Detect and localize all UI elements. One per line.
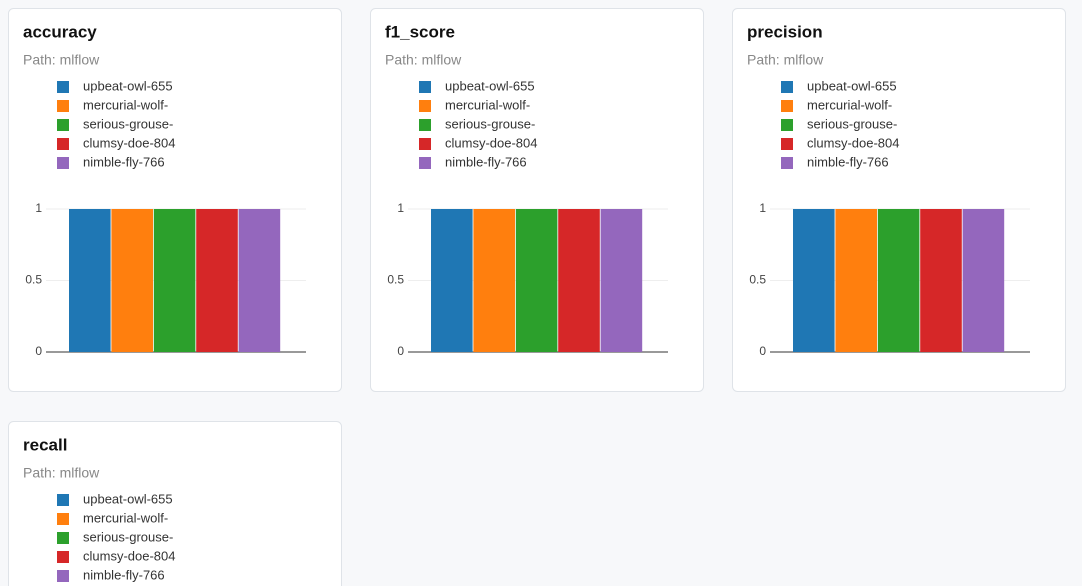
legend-swatch: [781, 157, 793, 169]
bar: [877, 209, 920, 352]
legend-swatch: [419, 157, 431, 169]
legend-swatch: [57, 100, 69, 112]
y-tick-label: 1: [759, 201, 766, 215]
legend-label: mercurial-wolf-: [807, 97, 892, 112]
bar: [111, 209, 153, 352]
chart-title: accuracy: [23, 22, 97, 41]
chart-title: f1_score: [385, 22, 455, 41]
bar: [238, 209, 281, 352]
bar: [196, 209, 238, 352]
legend-swatch: [57, 81, 69, 93]
legend-swatch: [57, 513, 69, 525]
legend-label: serious-grouse-: [83, 116, 173, 131]
card-background: [8, 421, 342, 586]
chart-subtitle: Path: mlflow: [23, 52, 100, 68]
legend-label: serious-grouse-: [807, 116, 897, 131]
chart-card: precision Path: mlflow upbeat-owl-655 mercu…: [732, 8, 1066, 392]
legend-swatch: [781, 81, 793, 93]
legend-label: upbeat-owl-655: [83, 78, 173, 93]
legend-swatch: [57, 570, 69, 582]
legend-label: nimble-fly-766: [445, 154, 527, 169]
bar: [153, 209, 196, 352]
chart-subtitle: Path: mlflow: [747, 52, 824, 68]
bar: [558, 209, 600, 352]
legend-swatch: [419, 100, 431, 112]
y-tick-label: 0: [35, 344, 42, 358]
y-tick-label: 1: [35, 201, 42, 215]
legend-swatch: [57, 157, 69, 169]
legend-swatch: [781, 119, 793, 131]
chart-card: f1_score Path: mlflow upbeat-owl-655 mercur…: [370, 8, 704, 392]
legend-label: mercurial-wolf-: [83, 510, 168, 525]
legend-swatch: [57, 119, 69, 131]
bar: [431, 209, 473, 352]
legend-label: clumsy-doe-804: [83, 548, 176, 563]
legend-swatch: [57, 551, 69, 563]
chart-title: recall: [23, 435, 67, 454]
legend-swatch: [57, 138, 69, 150]
legend-label: upbeat-owl-655: [445, 78, 535, 93]
legend-label: clumsy-doe-804: [445, 135, 538, 150]
y-tick-label: 0.5: [25, 273, 42, 287]
chart-subtitle: Path: mlflow: [385, 52, 462, 68]
bar: [793, 209, 835, 352]
legend-label: upbeat-owl-655: [807, 78, 897, 93]
y-tick-label: 0.5: [387, 273, 404, 287]
y-tick-label: 0: [759, 344, 766, 358]
legend-swatch: [419, 81, 431, 93]
legend-label: upbeat-owl-655: [83, 491, 173, 506]
y-tick-label: 0: [397, 344, 404, 358]
legend-label: clumsy-doe-804: [83, 135, 176, 150]
legend-label: serious-grouse-: [83, 529, 173, 544]
bar: [600, 209, 643, 352]
legend-label: nimble-fly-766: [83, 567, 165, 582]
legend-label: nimble-fly-766: [807, 154, 889, 169]
bar: [920, 209, 962, 352]
y-tick-label: 1: [397, 201, 404, 215]
chart-subtitle: Path: mlflow: [23, 465, 100, 481]
legend-label: nimble-fly-766: [83, 154, 165, 169]
chart-card: accuracy Path: mlflow upbeat-owl-655 mercur…: [8, 8, 342, 392]
legend-swatch: [419, 138, 431, 150]
legend-label: serious-grouse-: [445, 116, 535, 131]
legend-swatch: [781, 100, 793, 112]
y-tick-label: 0.5: [749, 273, 766, 287]
legend-label: mercurial-wolf-: [445, 97, 530, 112]
legend-swatch: [57, 494, 69, 506]
bar: [962, 209, 1005, 352]
legend-label: mercurial-wolf-: [83, 97, 168, 112]
chart-title: precision: [747, 22, 823, 41]
legend-swatch: [419, 119, 431, 131]
legend-label: clumsy-doe-804: [807, 135, 900, 150]
chart-card: recall Path: mlflow upbeat-owl-655 mercuria…: [8, 421, 342, 586]
bar: [473, 209, 515, 352]
bar: [515, 209, 558, 352]
legend-swatch: [57, 532, 69, 544]
legend-swatch: [781, 138, 793, 150]
bar: [835, 209, 877, 352]
bar: [69, 209, 111, 352]
